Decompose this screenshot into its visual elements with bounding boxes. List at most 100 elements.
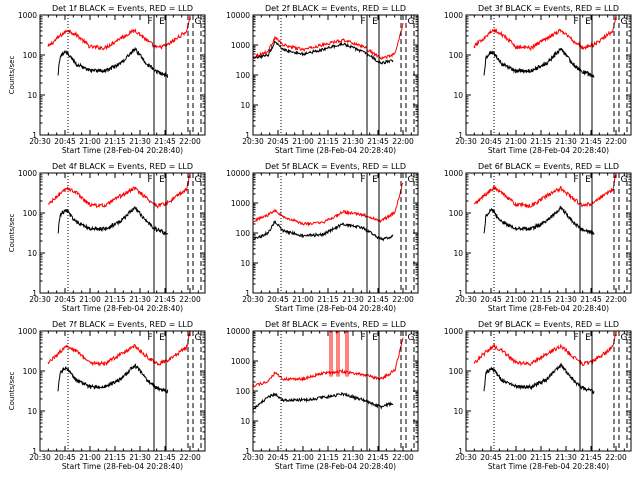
x-tick-label: 22:00 [605, 453, 627, 462]
x-tick-label: 21:00 [79, 453, 101, 462]
marker-letter: E [585, 17, 591, 27]
x-tick-label: 22:00 [392, 137, 414, 146]
x-tick-label: 21:45 [367, 137, 389, 146]
events-series-line [483, 206, 595, 235]
y-tick-label: 1 [32, 447, 37, 456]
x-tick-label: 20:45 [267, 295, 289, 304]
marker-letter: F [360, 17, 365, 27]
y-tick-label: 10 [453, 407, 463, 416]
x-tick-label: 21:15 [530, 137, 552, 146]
x-axis-label: Start Time (28-Feb-04 20:28:40) [62, 462, 183, 471]
x-tick-label: 21:45 [580, 137, 602, 146]
y-axis-label: Counts/sec [8, 214, 16, 253]
y-axis-label: Counts/sec [8, 56, 16, 95]
x-tick-label: 21:45 [367, 295, 389, 304]
lld-series-line [253, 182, 404, 227]
events-series-line [57, 363, 169, 394]
x-tick-label: 21:30 [129, 137, 151, 146]
chart-title: Det 3f BLACK = Events, RED = LLD [478, 4, 619, 13]
y-tick-label: 1000 [444, 11, 463, 20]
x-tick-label: 20:45 [480, 295, 502, 304]
marker-letter: F [360, 175, 365, 185]
detector-chart: Det 2f BLACK = Events, RED = LLD 1 10 100 10… [226, 4, 419, 155]
x-tick-label: 20:30 [455, 295, 477, 304]
detector-chart: Det 8f BLACK = Events, RED = LLD 1 10 100 10… [226, 320, 419, 471]
x-tick-label: 20:45 [267, 453, 289, 462]
detector-chart: Det 3f BLACK = Events, RED = LLD 1 10 100 10… [444, 4, 632, 155]
plot-frame [39, 330, 206, 452]
plot-frame [39, 14, 206, 136]
marker-letter: G [408, 17, 415, 27]
x-tick-label: 21:15 [530, 295, 552, 304]
x-tick-label: 21:30 [342, 453, 364, 462]
x-tick-label: 20:45 [54, 137, 76, 146]
series-layer [473, 173, 617, 235]
y-tick-label: 1000 [444, 169, 463, 178]
y-tick-label: 10 [240, 417, 250, 426]
lld-series-line [473, 173, 617, 209]
y-tick-label: 1000 [444, 327, 463, 336]
detector-chart: Det 9f BLACK = Events, RED = LLD 1 10 100 10… [444, 320, 632, 471]
x-tick-label: 21:00 [505, 295, 527, 304]
x-tick-label: 21:30 [342, 295, 364, 304]
x-tick-label: 22:00 [605, 137, 627, 146]
events-series-line [57, 205, 169, 236]
x-tick-label: 20:45 [480, 137, 502, 146]
y-tick-label: 1000 [18, 11, 37, 20]
x-axis-label: Start Time (28-Feb-04 20:28:40) [488, 304, 609, 313]
plot-frame [465, 172, 632, 294]
marker-letter: F [147, 175, 152, 185]
lld-series-line [473, 15, 617, 52]
x-tick-label: 20:30 [29, 453, 51, 462]
x-tick-label: 21:00 [292, 295, 314, 304]
marker-letter: E [372, 175, 378, 185]
y-tick-label: 10 [240, 259, 250, 268]
y-tick-label: 100 [23, 51, 38, 60]
x-tick-label: 21:15 [317, 453, 339, 462]
x-tick-label: 21:30 [129, 453, 151, 462]
marker-letter: G [621, 175, 628, 185]
series-layer [47, 331, 191, 394]
lld-series-line [47, 15, 191, 51]
events-series-line [253, 40, 394, 65]
y-tick-label: 1 [245, 131, 250, 140]
x-tick-label: 21:45 [580, 453, 602, 462]
x-tick-label: 22:00 [179, 295, 201, 304]
x-tick-label: 20:45 [54, 295, 76, 304]
y-tick-label: 100 [449, 51, 464, 60]
chart-title: Det 1f BLACK = Events, RED = LLD [52, 4, 193, 13]
lld-series-line [47, 331, 191, 367]
x-tick-label: 21:00 [79, 137, 101, 146]
x-axis-label: Start Time (28-Feb-04 20:28:40) [275, 146, 396, 155]
x-tick-label: 22:00 [179, 137, 201, 146]
series-layer [47, 173, 191, 236]
marker-letter: E [372, 17, 378, 27]
y-tick-label: 100 [236, 71, 251, 80]
x-tick-label: 21:00 [505, 453, 527, 462]
x-tick-label: 21:15 [104, 137, 126, 146]
marker-letter: G [621, 17, 628, 27]
y-tick-label: 100 [236, 387, 251, 396]
series-layer [253, 331, 404, 411]
x-tick-label: 20:30 [455, 137, 477, 146]
plot-frame [252, 172, 419, 294]
plot-frame [39, 172, 206, 294]
lld-spike [329, 331, 333, 377]
y-tick-label: 10 [27, 407, 37, 416]
y-tick-label: 1 [32, 289, 37, 298]
marker-letter: E [585, 333, 591, 343]
x-tick-label: 21:45 [154, 295, 176, 304]
y-tick-label: 100 [23, 367, 38, 376]
x-tick-label: 21:15 [317, 295, 339, 304]
marker-letter: F [573, 17, 578, 27]
x-tick-label: 21:00 [505, 137, 527, 146]
x-tick-label: 20:30 [242, 295, 264, 304]
y-tick-label: 10000 [226, 169, 250, 178]
series-layer [47, 15, 191, 78]
series-layer [473, 331, 617, 395]
x-tick-label: 21:45 [367, 453, 389, 462]
x-tick-label: 21:15 [104, 453, 126, 462]
chart-title: Det 9f BLACK = Events, RED = LLD [478, 320, 619, 329]
lld-series-line [253, 22, 404, 60]
detector-chart: Det 6f BLACK = Events, RED = LLD 1 10 100 10… [444, 162, 632, 313]
